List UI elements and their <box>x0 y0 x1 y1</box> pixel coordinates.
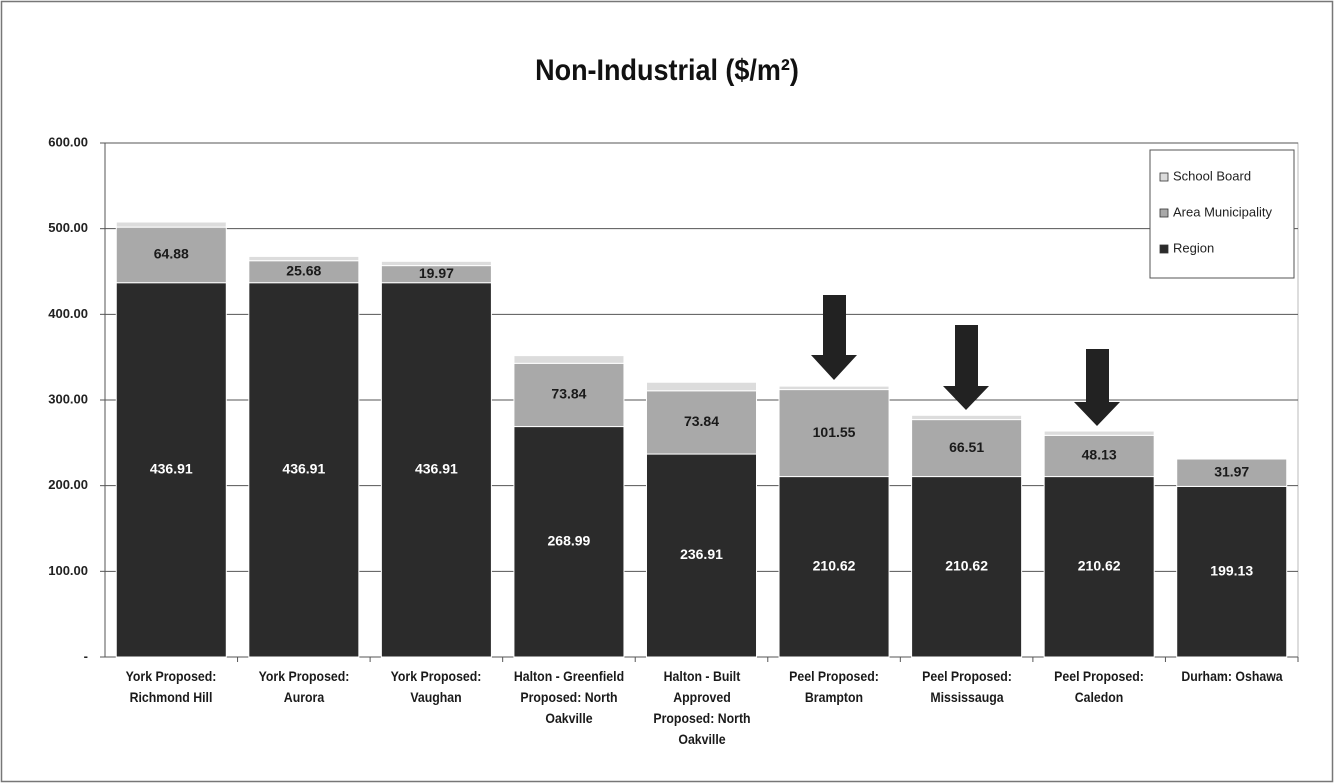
bar-segment <box>380 282 492 658</box>
bar-segment <box>1043 434 1155 478</box>
legend-label: Area Municipality <box>1173 204 1272 219</box>
data-label: 101.55 <box>813 424 856 440</box>
data-label: 210.62 <box>945 557 988 573</box>
x-tick-label: Peel Proposed: Brampton <box>789 668 879 705</box>
data-label: 436.91 <box>415 461 458 477</box>
bar-segment <box>513 426 625 658</box>
x-tick-label: York Proposed: Aurora <box>258 668 350 705</box>
bar-segment <box>248 255 360 262</box>
data-label: 48.13 <box>1082 447 1117 463</box>
x-tick-label: Halton - Built Approved Proposed: North … <box>652 668 751 747</box>
data-label: 268.99 <box>548 532 591 548</box>
bar-segment <box>645 390 758 455</box>
bar-segment <box>380 260 492 267</box>
data-label: 64.88 <box>154 246 189 262</box>
data-label: 436.91 <box>282 461 325 477</box>
chart-title: Non-Industrial ($/m²) <box>535 54 799 88</box>
x-tick-label: Peel Proposed: Caledon <box>1054 668 1144 705</box>
data-label: 31.97 <box>1214 463 1249 479</box>
x-tick-label: York Proposed: Richmond Hill <box>125 668 217 705</box>
bar-segment <box>645 453 758 658</box>
bar-segment <box>1176 485 1288 658</box>
x-tick-label: Durham: Oshawa <box>1181 668 1283 684</box>
y-tick-label: 300.00 <box>48 391 88 406</box>
legend-label: School Board <box>1173 168 1251 183</box>
bar-segment <box>1043 476 1155 658</box>
x-tick-label: York Proposed: Vaughan <box>390 668 482 705</box>
y-tick-label: 500.00 <box>48 220 88 235</box>
bar-segment <box>1176 458 1288 487</box>
arrow <box>811 295 857 380</box>
legend-swatch <box>1159 208 1169 218</box>
bar-segment <box>911 476 1023 658</box>
bar-segment <box>778 385 890 391</box>
bar-segment <box>911 414 1023 421</box>
bar-segment <box>1043 430 1155 436</box>
annotation-arrows <box>811 295 1120 426</box>
bar-segment <box>911 419 1023 478</box>
data-label: 210.62 <box>1078 557 1121 573</box>
legend-swatch <box>1159 172 1169 182</box>
data-label: 199.13 <box>1210 562 1253 578</box>
data-label: 73.84 <box>684 413 719 429</box>
y-tick-label: 100.00 <box>48 563 88 578</box>
legend-box <box>1149 149 1295 279</box>
legend-swatch <box>1159 244 1169 254</box>
bar-segment <box>513 362 625 428</box>
data-label: 66.51 <box>949 439 984 455</box>
bar-segment <box>115 221 227 228</box>
arrow <box>943 325 989 410</box>
data-label: 19.97 <box>419 265 454 281</box>
y-tick-label: 200.00 <box>48 477 88 492</box>
data-label: 73.84 <box>551 386 586 402</box>
bar-segment <box>115 282 227 658</box>
bar-segment <box>248 282 360 658</box>
y-tick-label: - <box>84 648 88 663</box>
x-tick-label: Halton - Greenfield Proposed: North Oakv… <box>513 668 625 726</box>
data-label: 210.62 <box>813 557 856 573</box>
bar-segment <box>778 476 890 658</box>
x-tick-label: Peel Proposed: Mississauga <box>921 668 1012 705</box>
bar-segment <box>645 381 758 392</box>
data-label: 436.91 <box>150 461 193 477</box>
arrow <box>1074 349 1120 426</box>
data-label: 25.68 <box>286 262 321 278</box>
y-tick-label: 400.00 <box>48 306 88 321</box>
legend-label: Region <box>1173 240 1214 255</box>
bar-segment <box>778 389 890 478</box>
data-label: 236.91 <box>680 546 723 562</box>
y-tick-label: 600.00 <box>48 134 88 149</box>
bar-segment <box>513 355 625 364</box>
